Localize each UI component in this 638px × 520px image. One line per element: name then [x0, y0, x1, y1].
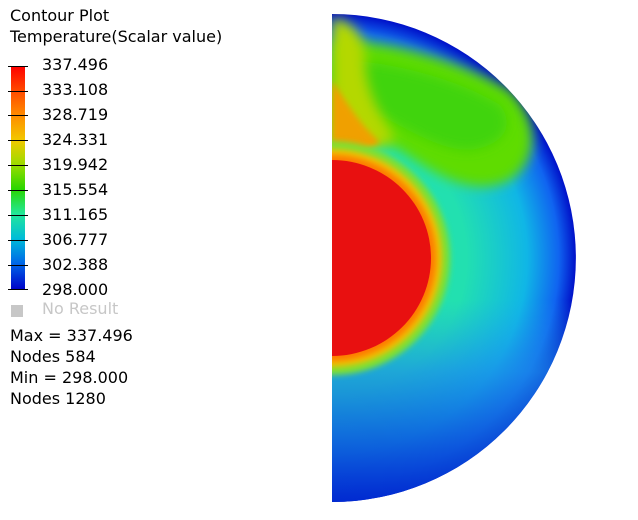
legend-value: 306.777: [42, 230, 109, 249]
color-legend-bar: [11, 66, 25, 290]
legend-value: 319.942: [42, 155, 109, 174]
legend-tick: [8, 190, 28, 191]
legend-tick: [8, 215, 28, 216]
legend-value: 328.719: [42, 105, 109, 124]
plot-title: Contour Plot: [10, 6, 110, 25]
no-result-swatch: [11, 305, 23, 317]
min-nodes: Nodes 1280: [10, 389, 106, 408]
legend-value: 333.108: [42, 80, 109, 99]
max-value: Max = 337.496: [10, 326, 133, 345]
plot-subtitle: Temperature(Scalar value): [10, 27, 223, 46]
legend-value: 337.496: [42, 55, 109, 74]
legend-value: 302.388: [42, 255, 109, 274]
legend-value: 298.000: [42, 280, 109, 299]
legend-tick: [8, 240, 28, 241]
legend-tick: [8, 91, 28, 92]
legend-value: 311.165: [42, 205, 109, 224]
legend-value: 324.331: [42, 130, 109, 149]
legend-tick: [8, 115, 28, 116]
legend-tick: [8, 165, 28, 166]
legend-value: 315.554: [42, 180, 109, 199]
legend-tick: [8, 265, 28, 266]
legend-tick: [8, 66, 28, 67]
max-nodes: Nodes 584: [10, 347, 96, 366]
no-result-label: No Result: [42, 299, 119, 318]
min-value: Min = 298.000: [10, 368, 129, 387]
legend-tick: [8, 140, 28, 141]
legend-tick: [8, 289, 28, 290]
